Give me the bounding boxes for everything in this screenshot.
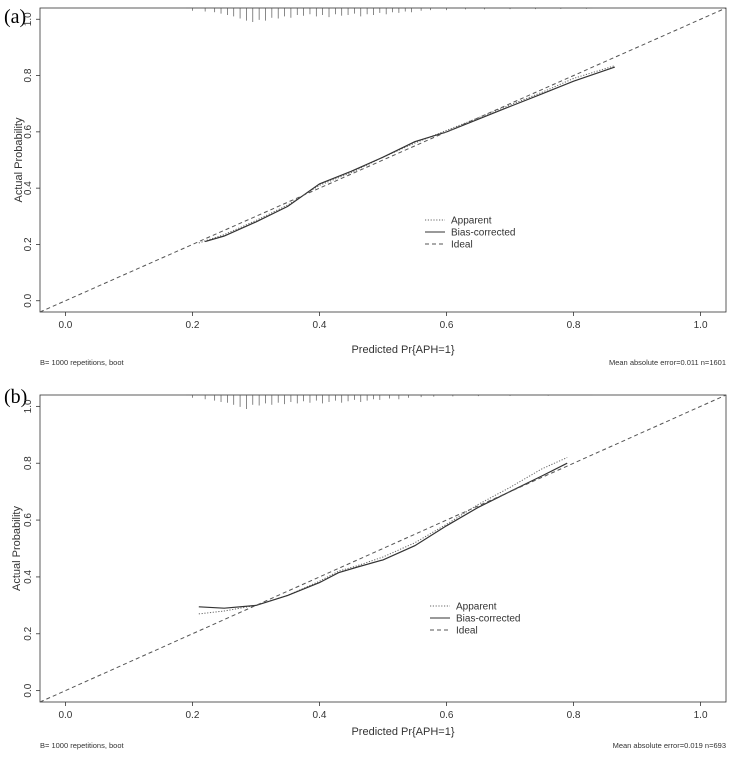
footer-repetitions: B= 1000 repetitions, boot xyxy=(40,358,125,367)
legend-label-ideal: Ideal xyxy=(456,626,478,637)
legend-label-bias-corrected: Bias-corrected xyxy=(451,228,515,239)
y-tick-label: 0.0 xyxy=(23,683,34,697)
calibration-plot-a: 0.0 0.2 0.4 0.6 0.8 1.0 0.0 0.2 0.4 0.6 0.8 1.0 Pred… xyxy=(13,7,727,367)
series-line-bias-corrected xyxy=(204,66,615,243)
series-line-ideal xyxy=(39,394,727,703)
x-tick-label: 0.2 xyxy=(185,320,199,331)
y-axis-title: Actual Probability xyxy=(13,117,25,202)
y-tick-label: 0.8 xyxy=(23,68,34,82)
series-line-bias-corrected xyxy=(198,462,568,609)
y-tick-label: 0.6 xyxy=(23,124,34,138)
x-tick-label: 0.4 xyxy=(313,320,327,331)
x-tick-label: 0.0 xyxy=(58,710,72,721)
y-tick-label: 0.8 xyxy=(23,456,34,470)
x-tick-label: 0.0 xyxy=(58,320,72,331)
calibration-panel-a: (a) 0.0 0.2 0.4 0.6 0.8 1.0 0.0 0.2 0.4 0.6 0.8 1.0… xyxy=(4,6,727,367)
y-tick-label: 1.0 xyxy=(23,399,34,413)
legend-label-apparent: Apparent xyxy=(451,216,492,227)
x-tick-label: 0.8 xyxy=(567,710,581,721)
footer-mean-abs-error: Mean absolute error=0.019 n=693 xyxy=(613,741,726,750)
y-tick-label: 0.6 xyxy=(23,513,34,527)
footer-mean-abs-error: Mean absolute error=0.011 n=1601 xyxy=(609,358,726,367)
series-line-ideal xyxy=(39,7,727,313)
x-tick-label: 0.4 xyxy=(313,710,327,721)
x-tick-label: 1.0 xyxy=(694,710,708,721)
legend-label-apparent: Apparent xyxy=(456,602,497,613)
y-tick-label: 1.0 xyxy=(23,12,34,26)
x-axis-title: Predicted Pr{APH=1} xyxy=(351,344,454,356)
legend-label-ideal: Ideal xyxy=(451,240,473,251)
x-tick-label: 0.6 xyxy=(440,710,454,721)
legend-label-bias-corrected: Bias-corrected xyxy=(456,614,520,625)
y-tick-label: 0.2 xyxy=(23,626,34,640)
x-tick-label: 0.2 xyxy=(185,710,199,721)
y-tick-label: 0.4 xyxy=(23,570,34,584)
x-tick-label: 0.8 xyxy=(567,320,581,331)
x-tick-label: 0.6 xyxy=(440,320,454,331)
footer-repetitions: B= 1000 repetitions, boot xyxy=(40,741,125,750)
series-line-apparent xyxy=(198,457,568,615)
calibration-plot-b: 0.0 0.2 0.4 0.6 0.8 1.0 0.0 0.2 0.4 0.6 0.8 1.0 Pred… xyxy=(11,394,727,750)
y-tick-label: 0.2 xyxy=(23,237,34,251)
y-tick-label: 0.0 xyxy=(23,293,34,307)
x-axis-title: Predicted Pr{APH=1} xyxy=(351,726,454,738)
x-tick-label: 1.0 xyxy=(694,320,708,331)
calibration-panel-b: (b) 0.0 0.2 0.4 0.6 0.8 1.0 0.0 0.2 0.4 0.6 0.8 1.0… xyxy=(0,380,734,760)
panel-label-a: (a) xyxy=(4,6,27,28)
y-axis-title: Actual Probability xyxy=(11,506,23,591)
y-tick-label: 0.4 xyxy=(23,181,34,195)
panel-label-b: (b) xyxy=(4,386,28,408)
series-line-apparent xyxy=(198,65,615,244)
